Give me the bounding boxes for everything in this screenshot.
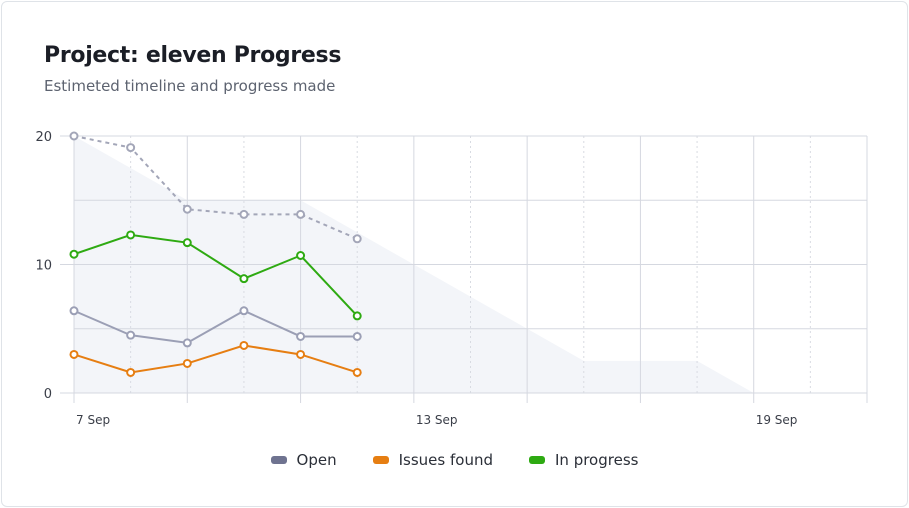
- y-tick-label: 10: [35, 259, 52, 274]
- in-progress-point: [352, 311, 362, 321]
- issues-found-point: [126, 367, 136, 377]
- open-line: [73, 309, 358, 344]
- open-point: [239, 306, 249, 316]
- estimated-point: [182, 204, 192, 214]
- chart-subtitle: Estimeted timeline and progress made: [44, 77, 336, 95]
- y-tick-label: 0: [44, 387, 52, 402]
- estimated-point: [296, 209, 306, 219]
- open-point: [296, 331, 306, 341]
- legend-label: In progress: [555, 451, 639, 469]
- in-progress-line: [73, 233, 358, 317]
- open-point: [69, 306, 79, 316]
- issues-found-point: [239, 340, 249, 350]
- open-point: [352, 331, 362, 341]
- legend-item-in-progress[interactable]: In progress: [529, 451, 638, 469]
- open-point: [182, 338, 192, 348]
- estimated-line: [73, 135, 358, 240]
- x-tick-label: 7 Sep: [76, 413, 110, 427]
- issues-found-point: [352, 367, 362, 377]
- x-tick-label: 19 Sep: [756, 413, 798, 427]
- in-progress-point: [296, 251, 306, 261]
- in-progress-point: [126, 230, 136, 240]
- estimated-point: [352, 234, 362, 244]
- in-progress-point: [69, 249, 79, 259]
- issues-found-point: [296, 349, 306, 359]
- issues-found-point: [182, 358, 192, 368]
- issues-found-line: [73, 344, 358, 374]
- legend-label: Issues found: [398, 451, 493, 469]
- legend-label: Open: [296, 451, 337, 469]
- x-tick-label: 13 Sep: [416, 413, 458, 427]
- estimated-point: [69, 131, 79, 141]
- legend-item-issues-found[interactable]: Issues found: [372, 451, 493, 469]
- legend-swatch: [372, 456, 389, 464]
- issues-found-point: [69, 349, 79, 359]
- legend-swatch: [270, 456, 287, 464]
- y-tick-label: 20: [35, 130, 52, 145]
- legend-item-open[interactable]: Open: [270, 451, 337, 469]
- chart-title: Project: eleven Progress: [44, 43, 342, 68]
- chart-legend: Open Issues found In progress: [0, 451, 909, 469]
- in-progress-point: [182, 238, 192, 248]
- estimated-point: [239, 209, 249, 219]
- estimated-point: [126, 143, 136, 153]
- in-progress-point: [239, 274, 249, 284]
- legend-swatch: [529, 456, 545, 464]
- open-point: [126, 330, 136, 340]
